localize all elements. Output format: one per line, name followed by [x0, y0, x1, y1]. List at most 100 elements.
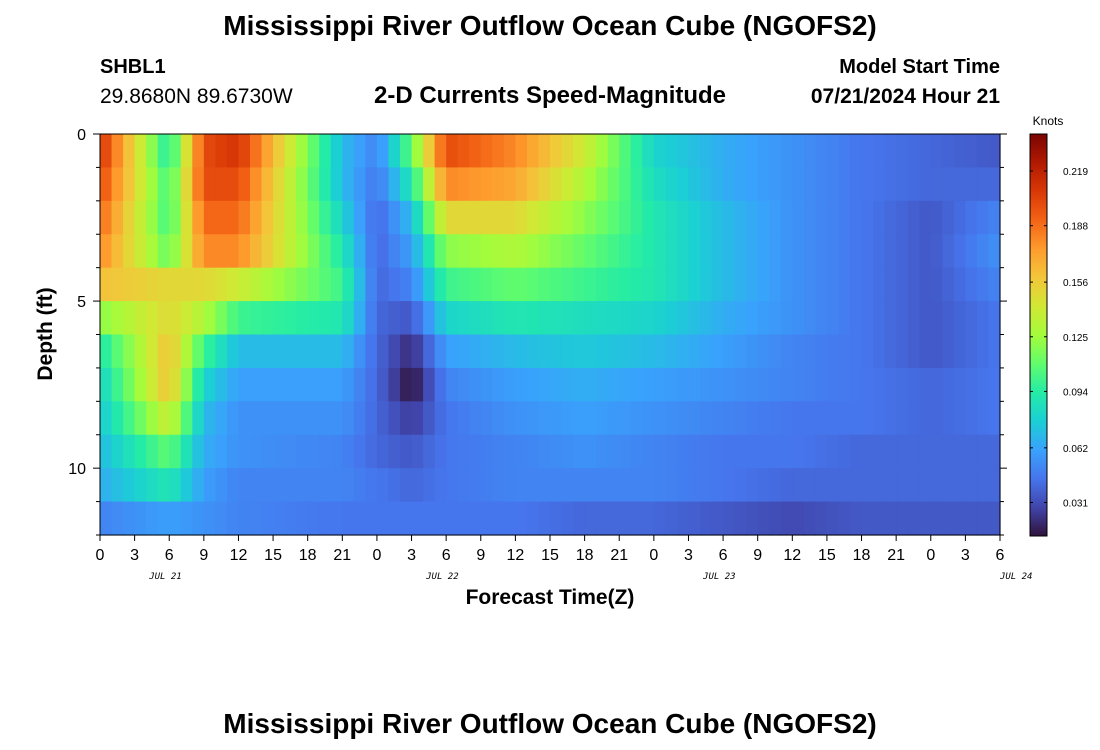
station-id: SHBL1 [100, 56, 166, 78]
heatmap-cell [976, 401, 990, 436]
heatmap-cell [434, 167, 447, 202]
heatmap-cell [469, 234, 482, 269]
colorbar-tick-label: 0.125 [1063, 333, 1088, 344]
heatmap-cell [942, 200, 955, 235]
heatmap-cell [492, 334, 505, 369]
heatmap-cell [273, 367, 286, 402]
heatmap-cell [100, 134, 113, 169]
heatmap-cell [111, 334, 124, 369]
x-tick-label: 3 [961, 547, 970, 564]
heatmap-cell [919, 434, 932, 469]
heatmap-cell [296, 134, 309, 169]
heatmap-cell [376, 501, 390, 536]
heatmap-cell [596, 334, 609, 369]
heatmap-cell [503, 468, 516, 503]
heatmap-cell [769, 134, 782, 169]
heatmap-cell [561, 301, 574, 336]
heatmap-cell [665, 501, 678, 536]
heatmap-cell [630, 167, 643, 202]
heatmap-cell [180, 267, 193, 302]
heatmap-cell [780, 401, 793, 436]
heatmap-cell [226, 234, 240, 269]
heatmap-cell [630, 434, 643, 469]
heatmap-cell [376, 301, 390, 336]
heatmap-cell [100, 267, 113, 302]
heatmap-cell [792, 200, 805, 235]
heatmap-cell [180, 501, 193, 536]
heatmap-cell [803, 468, 816, 503]
heatmap-cell [746, 434, 759, 469]
heatmap-cell [480, 334, 493, 369]
heatmap-cell [434, 501, 447, 536]
heatmap-cell [873, 367, 886, 402]
heatmap-cell [446, 367, 459, 402]
heatmap-cell [746, 267, 759, 302]
date-label: JUL 24 [999, 572, 1033, 582]
colorbar-scale [1029, 133, 1048, 537]
heatmap-cell [411, 267, 424, 302]
heatmap-cell [319, 401, 332, 436]
heatmap-cell [411, 401, 424, 436]
heatmap-cell [388, 267, 401, 302]
heatmap-cell [630, 468, 643, 503]
heatmap-cell [226, 367, 240, 402]
heatmap-cell [376, 468, 390, 503]
heatmap-cell [423, 167, 436, 202]
heatmap-cell [596, 167, 609, 202]
heatmap-cell [192, 501, 205, 536]
heatmap-cell [261, 434, 274, 469]
heatmap-cell [376, 200, 390, 235]
heatmap-cell [515, 468, 528, 503]
heatmap-cell [757, 167, 770, 202]
heatmap-cell [584, 501, 597, 536]
heatmap-cell [273, 334, 286, 369]
heatmap-cell [434, 134, 447, 169]
heatmap-cell [388, 468, 401, 503]
heatmap-cell [388, 334, 401, 369]
heatmap-cell [123, 334, 136, 369]
heatmap-cell [226, 501, 240, 536]
heatmap-cell [157, 401, 170, 436]
heatmap-cell [134, 334, 147, 369]
heatmap-cell [296, 434, 309, 469]
heatmap-cell [515, 134, 528, 169]
heatmap-cell [700, 468, 713, 503]
heatmap-cell [769, 301, 782, 336]
heatmap-cell [434, 200, 447, 235]
heatmap-cell [423, 334, 436, 369]
heatmap-cell [561, 234, 574, 269]
heatmap-cell [573, 267, 586, 302]
heatmap-cell [515, 367, 528, 402]
heatmap-cell [838, 234, 851, 269]
heatmap-cell [780, 334, 793, 369]
heatmap-cell [919, 267, 932, 302]
heatmap-cell [919, 501, 932, 536]
heatmap-cell [215, 367, 228, 402]
heatmap-cell [180, 167, 193, 202]
heatmap-cell [953, 401, 966, 436]
heatmap-cell [873, 468, 886, 503]
heatmap-cell [838, 334, 851, 369]
heatmap-cell [480, 167, 493, 202]
heatmap-cell [561, 367, 574, 402]
heatmap-cell [688, 234, 701, 269]
heatmap-cell [930, 200, 943, 235]
heatmap-cell [180, 301, 193, 336]
heatmap-cell [561, 334, 574, 369]
heatmap-cell [930, 468, 943, 503]
heatmap-cell [607, 334, 620, 369]
heatmap-cell [296, 167, 309, 202]
heatmap-cell [607, 267, 620, 302]
heatmap-cell [388, 200, 401, 235]
heatmap-cell [423, 301, 436, 336]
heatmap-cell [238, 501, 251, 536]
heatmap-cell [226, 200, 240, 235]
heatmap-cell [746, 200, 759, 235]
heatmap-cell [665, 434, 678, 469]
heatmap-cell [826, 167, 840, 202]
heatmap-cell [434, 468, 447, 503]
heatmap-cell [965, 434, 978, 469]
heatmap-cell [353, 334, 366, 369]
heatmap-cell [157, 334, 170, 369]
heatmap-cell [134, 200, 147, 235]
